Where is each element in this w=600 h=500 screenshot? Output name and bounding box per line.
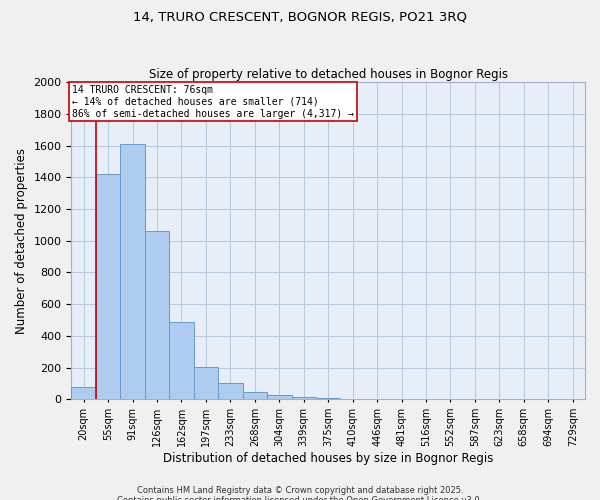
Bar <box>267 396 292 400</box>
Text: Contains public sector information licensed under the Open Government Licence v3: Contains public sector information licen… <box>118 496 482 500</box>
Bar <box>145 231 169 400</box>
Text: 14, TRURO CRESCENT, BOGNOR REGIS, PO21 3RQ: 14, TRURO CRESCENT, BOGNOR REGIS, PO21 3… <box>133 10 467 23</box>
Bar <box>194 367 218 400</box>
Bar <box>292 398 316 400</box>
Title: Size of property relative to detached houses in Bognor Regis: Size of property relative to detached ho… <box>149 68 508 81</box>
Bar <box>242 392 267 400</box>
Bar <box>96 174 121 400</box>
Y-axis label: Number of detached properties: Number of detached properties <box>15 148 28 334</box>
Text: 14 TRURO CRESCENT: 76sqm
← 14% of detached houses are smaller (714)
86% of semi-: 14 TRURO CRESCENT: 76sqm ← 14% of detach… <box>72 86 354 118</box>
Bar <box>218 382 242 400</box>
Bar <box>316 398 340 400</box>
X-axis label: Distribution of detached houses by size in Bognor Regis: Distribution of detached houses by size … <box>163 452 493 465</box>
Bar <box>121 144 145 400</box>
Bar <box>71 386 96 400</box>
Text: Contains HM Land Registry data © Crown copyright and database right 2025.: Contains HM Land Registry data © Crown c… <box>137 486 463 495</box>
Bar <box>169 322 194 400</box>
